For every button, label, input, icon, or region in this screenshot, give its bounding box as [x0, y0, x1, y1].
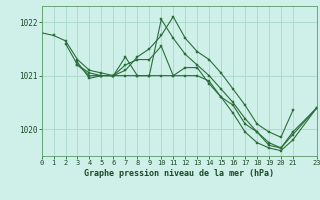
X-axis label: Graphe pression niveau de la mer (hPa): Graphe pression niveau de la mer (hPa): [84, 169, 274, 178]
